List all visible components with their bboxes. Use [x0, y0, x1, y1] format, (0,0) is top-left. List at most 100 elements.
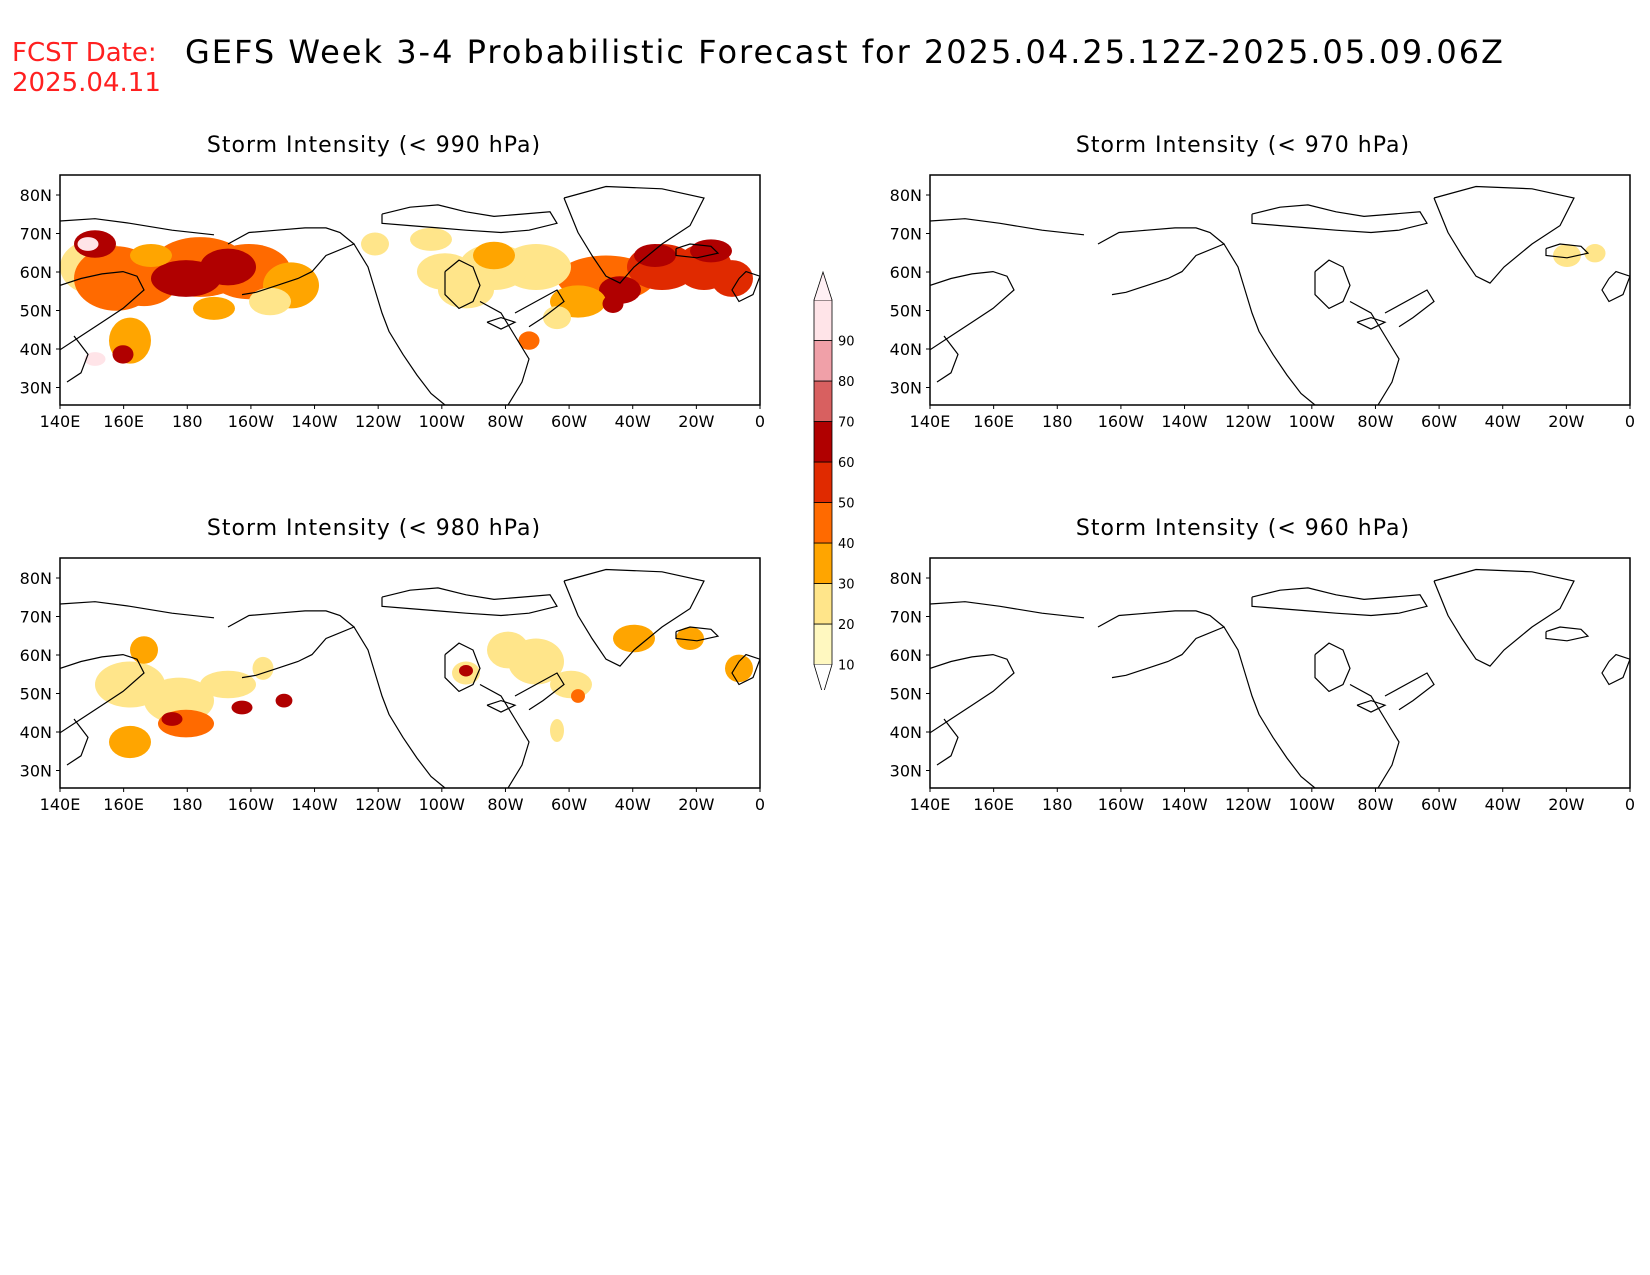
- lat-tick-label: 40N: [20, 340, 52, 359]
- probability-area: [550, 719, 564, 742]
- coastline: [1251, 204, 1428, 234]
- coastline: [936, 718, 959, 766]
- lon-tick-label: 160W: [228, 412, 275, 430]
- colorbar-segment: [813, 461, 833, 503]
- probability-area: [200, 248, 256, 286]
- probability-area: [571, 689, 585, 703]
- coastline: [1384, 289, 1435, 328]
- coastline: [444, 642, 481, 693]
- lat-tick-label: 70N: [20, 608, 52, 627]
- lat-tick-label: 80N: [20, 569, 52, 588]
- lon-tick-label: 60W: [551, 795, 587, 813]
- lat-tick-label: 70N: [890, 225, 922, 244]
- lat-tick-label: 80N: [890, 186, 922, 205]
- lon-tick-label: 140W: [291, 412, 338, 430]
- coastline: [1384, 672, 1435, 711]
- coastline: [930, 653, 1015, 734]
- coastline: [1097, 610, 1226, 679]
- probability-area: [109, 725, 151, 759]
- lat-tick-label: 60N: [20, 646, 52, 665]
- map-frame: [59, 174, 761, 406]
- panel-title-970: Storm Intensity (< 970 hPa): [1075, 133, 1411, 158]
- lat-tick-label: 30N: [890, 762, 922, 781]
- lon-tick-label: 140E: [40, 795, 81, 813]
- coastline: [930, 270, 1015, 351]
- colorbar-bottom-arrow: [813, 664, 833, 690]
- coastline: [479, 683, 530, 788]
- coastline: [1097, 227, 1226, 296]
- probability-area: [459, 664, 473, 677]
- map-panel-980: 80N 70N 60N 50N 40N 30N 140E 160E 180 160W 140W 120…: [20, 557, 765, 813]
- colorbar-segment: [813, 299, 833, 341]
- probability-area: [200, 670, 256, 699]
- lon-tick-label: 120W: [355, 795, 402, 813]
- lon-tick-label: 20W: [678, 412, 714, 430]
- colorbar-segment: [813, 623, 833, 665]
- lat-tick-label: 50N: [890, 302, 922, 321]
- lat-tick-label: 40N: [890, 340, 922, 359]
- lat-tick-label: 70N: [890, 608, 922, 627]
- lon-tick-label: 160W: [228, 795, 275, 813]
- coastline: [479, 300, 530, 405]
- map-frame: [929, 557, 1631, 789]
- lat-tick-label: 80N: [890, 569, 922, 588]
- forecast-date: FCST Date: 2025.04.11: [12, 38, 161, 98]
- probability-area: [130, 636, 158, 664]
- map-panel-970: 80N 70N 60N 50N 40N 30N 140E 160E 180 160W 140W 120…: [890, 174, 1635, 430]
- coastline: [1223, 626, 1316, 788]
- probability-area: [518, 331, 540, 350]
- colorbar-segment: [813, 340, 833, 382]
- lon-tick-label: 160E: [103, 412, 144, 430]
- coastline: [1545, 626, 1590, 642]
- lon-tick-label: 120W: [355, 412, 402, 430]
- colorbar-segment: [813, 380, 833, 422]
- probability-area: [550, 670, 592, 699]
- lon-tick-label: 160W: [1098, 412, 1145, 430]
- lon-tick-label: 180: [1042, 795, 1073, 813]
- lon-tick-label: 0: [1625, 795, 1635, 813]
- coastline: [930, 601, 1085, 619]
- lon-tick-label: 140E: [910, 795, 951, 813]
- coastline: [675, 243, 720, 259]
- coastline: [486, 699, 517, 713]
- lon-tick-label: 40W: [615, 795, 651, 813]
- coastline: [66, 335, 89, 383]
- colorbar-segment: [813, 502, 833, 544]
- lon-tick-label: 160E: [973, 412, 1014, 430]
- coastline: [60, 601, 215, 619]
- coastline: [60, 218, 215, 236]
- lat-tick-label: 30N: [20, 379, 52, 398]
- lon-tick-label: 60W: [1421, 412, 1457, 430]
- probability-area: [543, 306, 571, 330]
- coastline: [1356, 316, 1387, 330]
- probability-area: [161, 712, 183, 726]
- lon-tick-label: 140W: [1161, 412, 1208, 430]
- lat-tick-label: 40N: [20, 723, 52, 742]
- lon-tick-label: 180: [172, 412, 203, 430]
- lon-tick-label: 0: [1625, 412, 1635, 430]
- coastline: [444, 259, 481, 310]
- colorbar-tick-label: 40: [838, 537, 855, 552]
- coastline: [514, 289, 565, 328]
- panel-title-990: Storm Intensity (< 990 hPa): [206, 133, 542, 158]
- probability-area: [249, 287, 291, 316]
- lat-tick-label: 60N: [890, 263, 922, 282]
- lon-tick-label: 140W: [1161, 795, 1208, 813]
- coastline: [675, 626, 720, 642]
- map-frame: [929, 174, 1631, 406]
- colorbar-tick-label: 20: [838, 618, 855, 633]
- probability-area: [231, 700, 253, 715]
- lon-tick-label: 80W: [1357, 412, 1393, 430]
- probability-area: [77, 237, 99, 251]
- coastline: [60, 653, 145, 734]
- colorbar-legend: 10 20 30 40 50 60 70 80 90: [813, 270, 855, 690]
- lon-tick-label: 80W: [487, 795, 523, 813]
- probability-area: [112, 345, 134, 364]
- lon-tick-label: 160W: [1098, 795, 1145, 813]
- colorbar-top-arrow: [813, 270, 833, 301]
- coastline: [353, 243, 446, 405]
- coastline: [1349, 300, 1400, 405]
- coastline: [936, 335, 959, 383]
- lon-tick-label: 100W: [419, 412, 466, 430]
- colorbar-tick-label: 50: [838, 497, 855, 512]
